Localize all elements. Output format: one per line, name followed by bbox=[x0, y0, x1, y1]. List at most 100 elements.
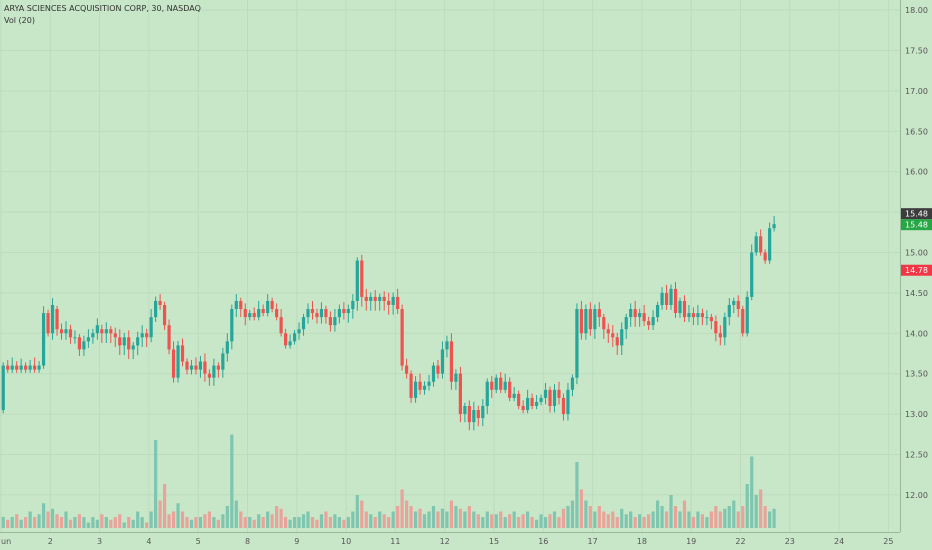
volume-bar bbox=[328, 517, 333, 528]
candle-body bbox=[373, 296, 377, 301]
volume-bar bbox=[306, 511, 310, 528]
candle-body bbox=[378, 296, 382, 301]
candle-body bbox=[472, 410, 476, 423]
volume-bar bbox=[691, 517, 696, 528]
candle-body bbox=[463, 405, 467, 415]
volume-bar bbox=[772, 508, 776, 528]
volume-bar bbox=[378, 511, 382, 528]
volume-bar bbox=[597, 506, 601, 528]
volume-bar bbox=[588, 506, 592, 528]
volume-bar bbox=[230, 434, 234, 528]
candle-body bbox=[633, 309, 637, 318]
candle-body bbox=[476, 410, 480, 419]
x-tick-label: 15 bbox=[489, 537, 499, 546]
y-tick-label: 16.00 bbox=[905, 168, 928, 177]
volume-bar bbox=[409, 506, 413, 528]
volume-bar bbox=[678, 511, 682, 528]
volume-bar bbox=[266, 511, 270, 528]
candle-body bbox=[418, 381, 422, 390]
volume-bar bbox=[624, 514, 628, 528]
candle-body bbox=[548, 389, 552, 406]
candle-body bbox=[714, 321, 718, 334]
x-tick-label: 10 bbox=[341, 537, 351, 546]
volume-bar bbox=[252, 519, 256, 528]
volume-bar bbox=[382, 514, 386, 528]
volume-bar bbox=[310, 517, 315, 528]
volume-bar bbox=[642, 517, 646, 528]
volume-bar bbox=[476, 514, 480, 528]
candle-body bbox=[561, 397, 566, 415]
volume-bar bbox=[46, 511, 50, 528]
candle-body bbox=[292, 333, 297, 342]
volume-bar bbox=[239, 511, 243, 528]
candle-body bbox=[221, 353, 225, 370]
volume-bar bbox=[167, 514, 171, 528]
volume-bar bbox=[723, 508, 727, 528]
candle-body bbox=[252, 313, 256, 318]
candle-body bbox=[328, 317, 333, 326]
candle-body bbox=[118, 337, 122, 346]
volume-bar bbox=[207, 511, 212, 528]
candle-body bbox=[597, 309, 601, 318]
candle-body bbox=[543, 389, 548, 398]
volume-bar bbox=[490, 514, 494, 528]
candle-body bbox=[203, 361, 207, 374]
candle-body bbox=[198, 361, 203, 370]
candle-body bbox=[122, 337, 126, 346]
volume-bar bbox=[629, 511, 633, 528]
candle-body bbox=[158, 300, 162, 305]
volume-bar bbox=[548, 514, 552, 528]
volume-bar bbox=[651, 511, 655, 528]
candle-body bbox=[723, 317, 727, 338]
volume-bar bbox=[297, 517, 301, 528]
x-tick-label: 3 bbox=[97, 537, 102, 546]
candle-body bbox=[248, 313, 252, 318]
volume-bar bbox=[333, 514, 337, 528]
candle-body bbox=[647, 321, 651, 326]
candle-body bbox=[1, 365, 5, 411]
volume-bar bbox=[95, 519, 99, 528]
volume-bar bbox=[440, 508, 445, 528]
volume-bar bbox=[10, 517, 14, 528]
candle-body bbox=[230, 309, 234, 342]
candle-body bbox=[64, 329, 68, 334]
candle-body bbox=[136, 337, 140, 346]
volume-bar bbox=[118, 514, 122, 528]
price-badge bbox=[901, 264, 932, 276]
volume-bar bbox=[512, 511, 516, 528]
candle-body bbox=[405, 365, 409, 374]
candle-body bbox=[570, 377, 575, 390]
candle-body bbox=[566, 389, 570, 415]
candle-body bbox=[194, 365, 198, 370]
volume-bar bbox=[243, 517, 247, 528]
volume-bar bbox=[50, 508, 55, 528]
candle-body bbox=[15, 365, 19, 370]
volume-bar bbox=[346, 517, 350, 528]
candle-body bbox=[508, 381, 512, 398]
candle-body bbox=[745, 296, 749, 334]
volume-bar bbox=[405, 500, 409, 528]
candle-body bbox=[391, 296, 395, 305]
candle-body bbox=[46, 313, 50, 334]
volume-bar bbox=[709, 511, 713, 528]
candle-body bbox=[606, 329, 610, 334]
candle-body bbox=[382, 296, 386, 301]
volume-bar bbox=[28, 511, 32, 528]
volume-bar bbox=[176, 503, 180, 528]
volume-bar bbox=[234, 500, 238, 528]
volume-bar bbox=[257, 514, 261, 528]
candle-body bbox=[588, 309, 592, 330]
y-tick-label: 15.00 bbox=[905, 248, 928, 257]
volume-bar bbox=[521, 514, 525, 528]
volume-bar bbox=[261, 517, 265, 528]
volume-bar bbox=[687, 511, 691, 528]
volume-bar bbox=[445, 511, 449, 528]
candle-body bbox=[687, 313, 691, 318]
x-tick-label: 11 bbox=[390, 537, 400, 546]
volume-bar bbox=[750, 456, 754, 528]
y-tick-label: 18.00 bbox=[905, 6, 928, 15]
candle-body bbox=[584, 309, 588, 334]
candle-body bbox=[629, 309, 633, 318]
